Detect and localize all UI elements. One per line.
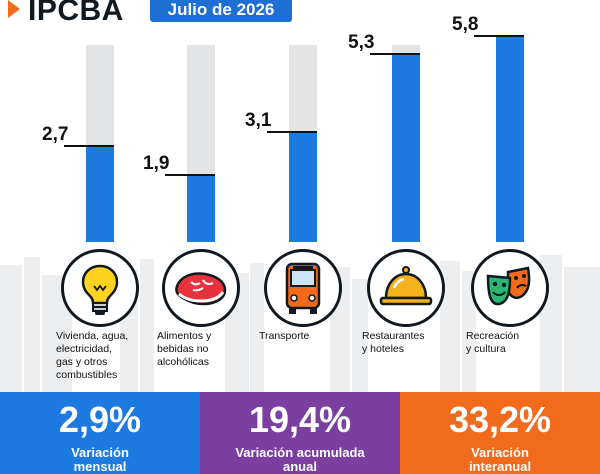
stat-label: anual xyxy=(283,459,317,474)
value-marker-line xyxy=(474,35,524,38)
summary-stats: 2,9% Variación mensual 19,4% Variación acumu… xyxy=(0,392,600,474)
category-label-line: Transporte xyxy=(259,330,310,342)
bar xyxy=(187,174,215,242)
stat-label: Variación xyxy=(471,445,529,460)
bar xyxy=(392,53,420,242)
stat-value: 33,2% xyxy=(448,399,552,440)
category-label-line: bebidas no xyxy=(157,343,209,355)
bar xyxy=(496,36,524,242)
data-label: 5,8 xyxy=(452,14,479,36)
data-label: 2,7 xyxy=(42,124,69,146)
stat-label: mensual xyxy=(73,459,127,474)
category-label-line: electricidad, xyxy=(56,343,113,355)
header: IPCBA Julio de 2026 xyxy=(0,0,600,30)
date-badge: Julio de 2026 xyxy=(150,0,292,22)
stat-label: interanual xyxy=(468,459,532,474)
brand-arrow-icon xyxy=(8,0,20,18)
bar-chart: 2,7 1,9 3,1 5,3 5,8 xyxy=(0,14,600,280)
cloche-icon xyxy=(367,249,445,327)
category-label: Alimentos y bebidas no alcohólicas xyxy=(157,330,257,369)
category-label-line: Alimentos y xyxy=(157,330,212,342)
data-label: 1,9 xyxy=(143,152,170,174)
category-label: Restaurantes y hoteles xyxy=(362,330,462,356)
category-label-line: Restaurantes xyxy=(362,330,425,342)
data-label: 5,3 xyxy=(348,31,375,53)
lightbulb-icon xyxy=(61,249,139,327)
category-label-line: gas y otros xyxy=(56,356,108,368)
category-label-line: alcohólicas xyxy=(157,356,209,368)
brand-title: IPCBA xyxy=(28,0,124,27)
category-label-line: y cultura xyxy=(466,343,506,355)
city-skyline-background xyxy=(0,255,600,395)
category-label: Transporte xyxy=(259,330,359,343)
value-marker-line xyxy=(370,52,420,55)
theater-masks-icon xyxy=(471,249,549,327)
category-label: Vivienda, agua, electricidad, gas y otros c… xyxy=(56,330,156,382)
data-label: 3,1 xyxy=(245,109,272,131)
category-label: Recreación y cultura xyxy=(466,330,566,356)
bar xyxy=(289,131,317,242)
category-label-line: y hoteles xyxy=(362,343,405,355)
category-label-line: combustibles xyxy=(56,369,118,381)
stat-card: 2,9% Variación mensual xyxy=(0,392,200,474)
value-marker-line xyxy=(64,145,114,148)
value-marker-line xyxy=(165,173,215,176)
stat-card: 19,4% Variación acumulada anual xyxy=(200,392,400,474)
stat-card: 33,2% Variación interanual xyxy=(400,392,600,474)
stat-value: 2,9% xyxy=(58,399,142,440)
bar xyxy=(86,146,114,242)
bus-icon xyxy=(264,249,342,327)
value-marker-line xyxy=(267,130,317,133)
category-label-line: Recreación xyxy=(466,330,520,342)
meat-icon xyxy=(162,249,240,327)
category-label-line: Vivienda, agua, xyxy=(56,330,129,342)
stat-label: Variación acumulada xyxy=(235,445,365,460)
stat-value: 19,4% xyxy=(248,399,352,440)
stat-label: Variación xyxy=(71,445,129,460)
